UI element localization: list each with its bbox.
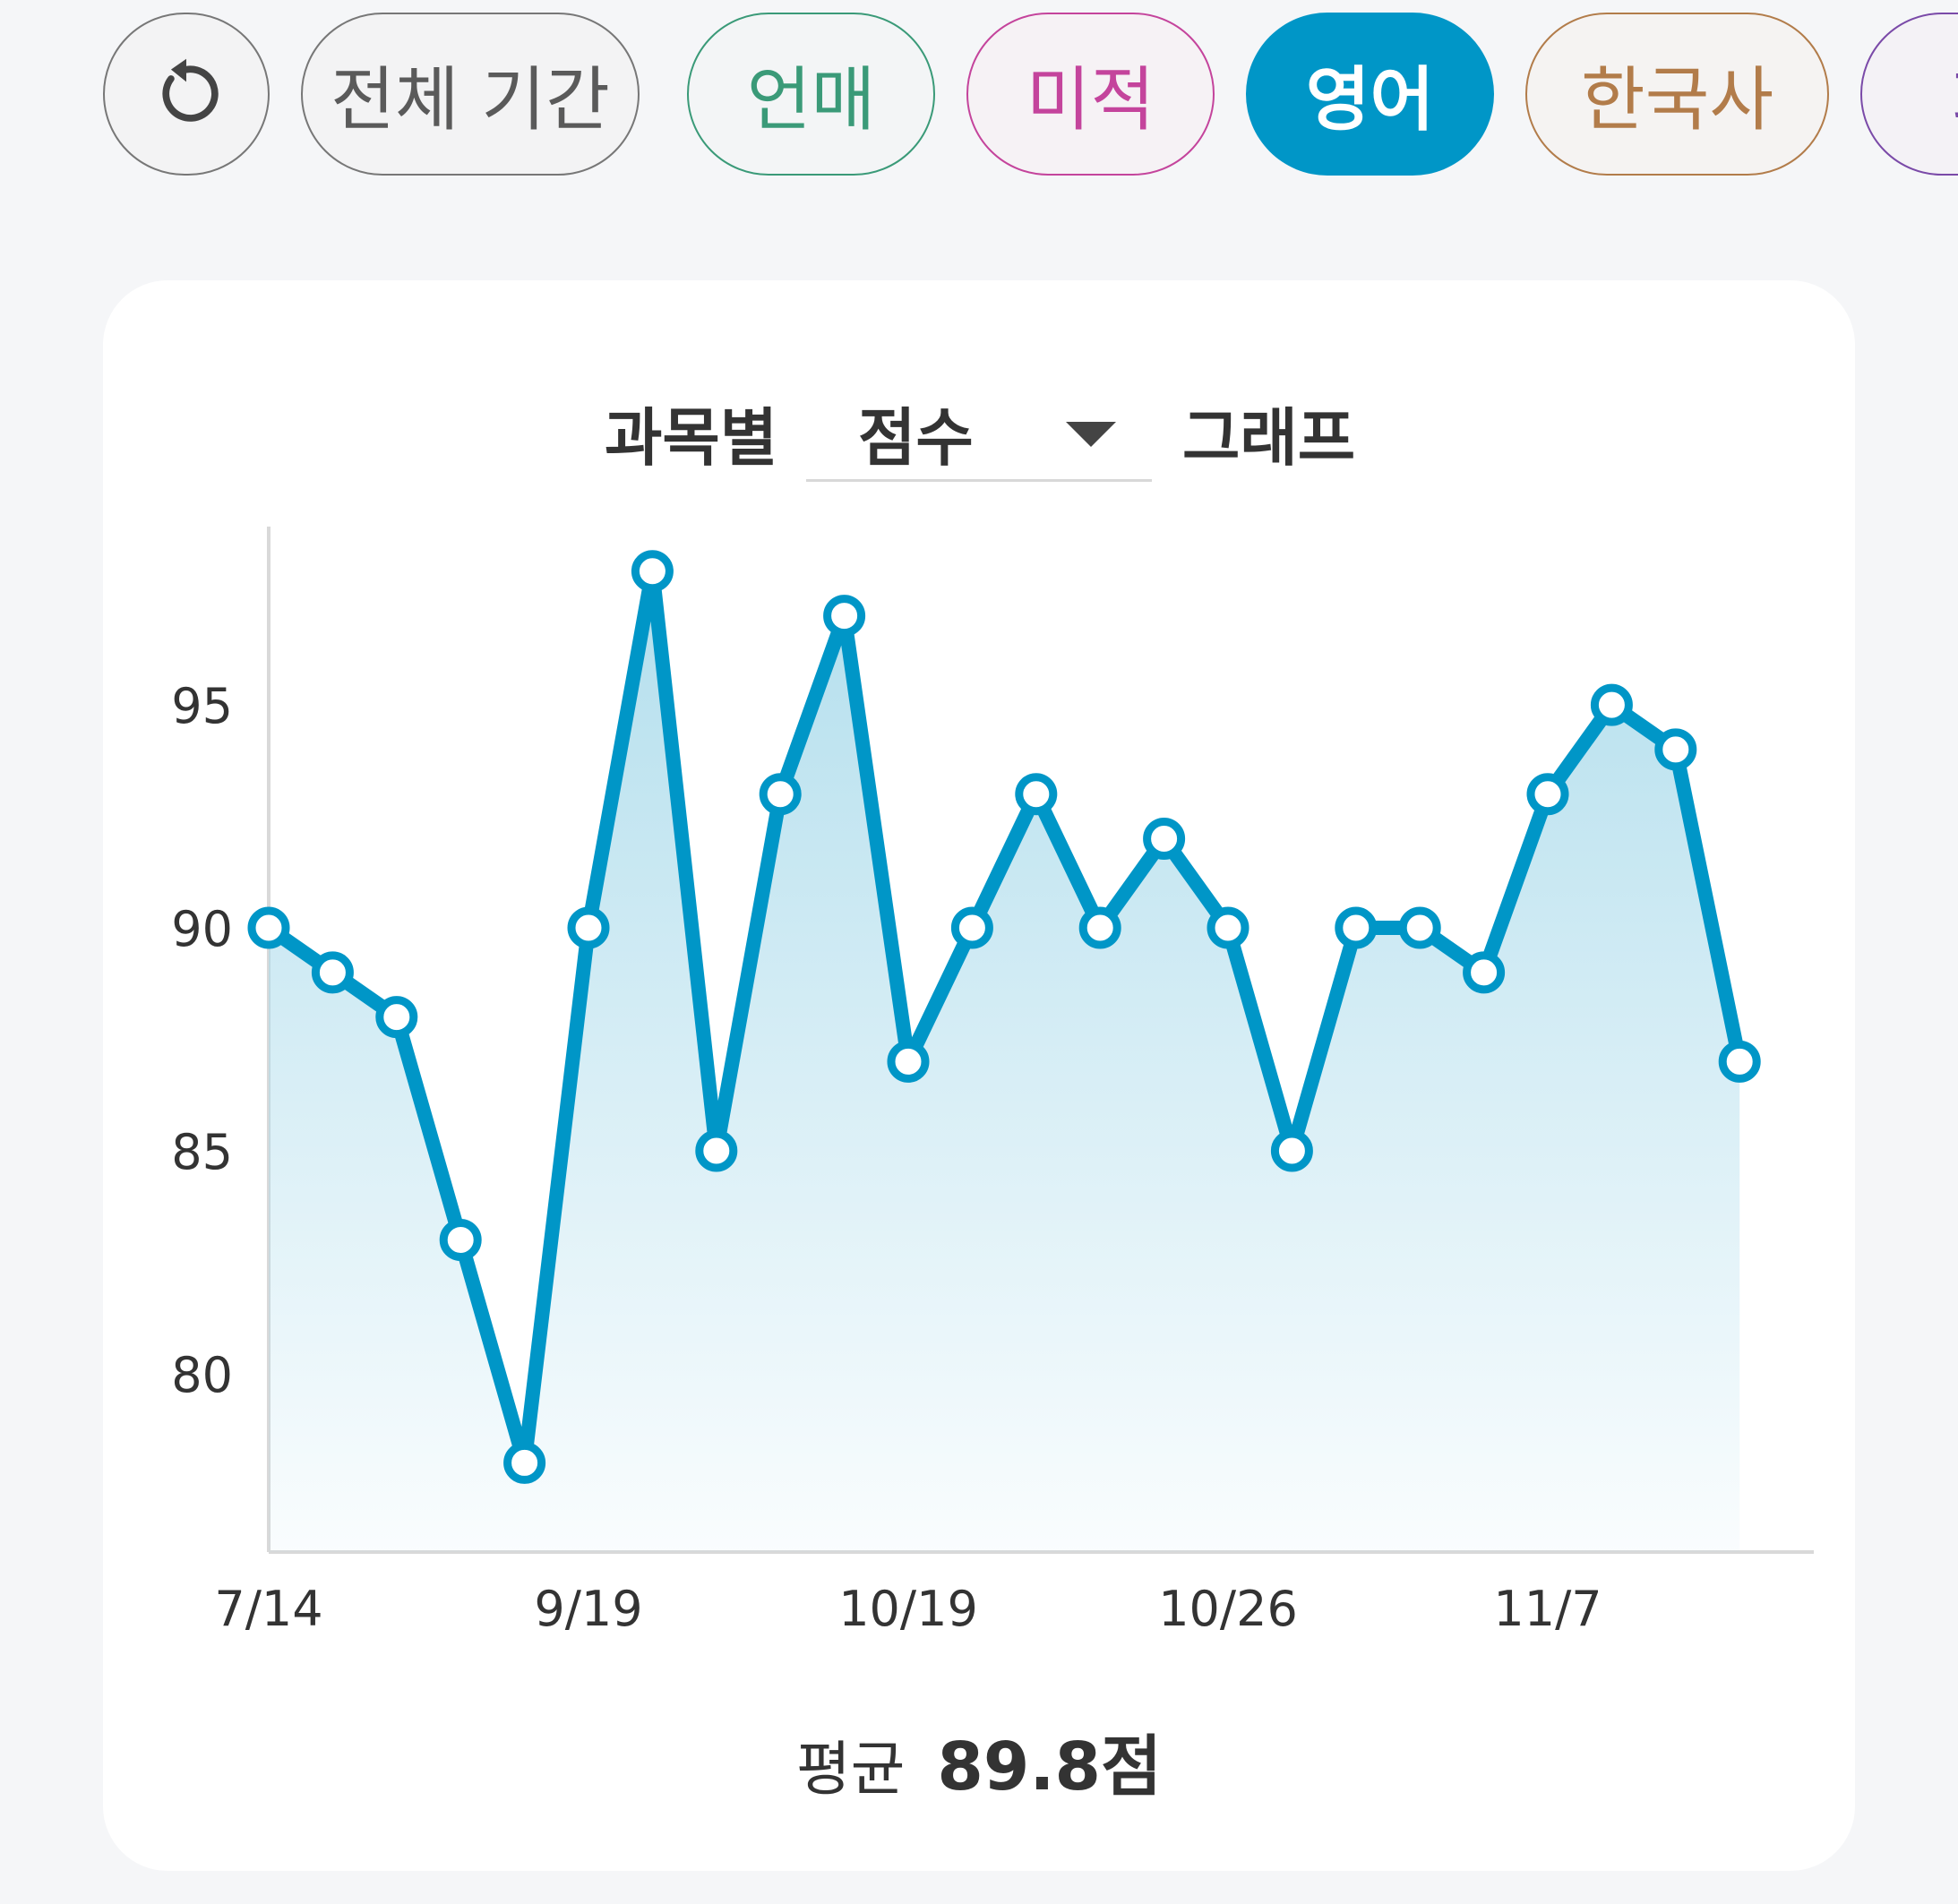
x-tick-label: 11/7 xyxy=(1493,1581,1602,1637)
data-point xyxy=(247,906,290,949)
average-score: 평균 89.8점 xyxy=(103,1713,1855,1809)
x-tick-label: 10/19 xyxy=(838,1581,978,1637)
x-tick-label: 9/19 xyxy=(534,1581,642,1637)
metric-dropdown-value: 점수 xyxy=(858,401,974,475)
subject-chip-0[interactable]: 전체 기간 xyxy=(301,13,640,176)
data-point xyxy=(1078,906,1121,949)
data-point xyxy=(375,996,418,1039)
caret-down-icon xyxy=(1066,422,1116,447)
y-tick-label: 90 xyxy=(171,901,233,957)
data-point xyxy=(950,906,993,949)
data-point xyxy=(1143,817,1186,860)
y-tick-label: 80 xyxy=(171,1347,233,1403)
data-point xyxy=(887,1040,930,1083)
data-point xyxy=(1398,906,1441,949)
y-tick-label: 95 xyxy=(171,678,233,734)
data-point xyxy=(503,1441,546,1484)
average-value: 89.8점 xyxy=(937,1728,1163,1805)
data-point xyxy=(1270,1129,1313,1172)
chart-title-prefix: 과목별 xyxy=(605,401,778,475)
data-point xyxy=(1718,1040,1761,1083)
x-tick-label: 10/26 xyxy=(1158,1581,1298,1637)
data-point xyxy=(823,595,866,638)
chart-title: 과목별 점수 그래프 xyxy=(103,379,1855,495)
data-point xyxy=(1526,773,1569,816)
y-tick-label: 85 xyxy=(171,1124,233,1180)
reset-icon xyxy=(162,58,219,122)
chart-title-suffix: 그래프 xyxy=(1182,401,1356,475)
data-point xyxy=(1654,728,1697,771)
data-point xyxy=(1335,906,1378,949)
data-point xyxy=(1015,773,1058,816)
score-line-chart: 80 85 90 95 7/14 9/19 10/19 10/26 11/7 xyxy=(171,527,1814,1637)
reset-filter-button[interactable] xyxy=(103,13,270,176)
data-point xyxy=(439,1219,482,1262)
subject-chip-1[interactable]: 언매 xyxy=(687,13,935,176)
score-line xyxy=(262,563,1748,1471)
subject-chip-4[interactable]: 한국사 xyxy=(1525,13,1829,176)
data-point xyxy=(311,951,354,994)
x-tick-label: 7/14 xyxy=(214,1581,322,1637)
subject-filter-bar: 전체 기간 언매미적영어한국사화 xyxy=(0,0,1958,206)
data-point xyxy=(567,906,610,949)
data-point xyxy=(1590,683,1633,726)
metric-dropdown[interactable]: 점수 xyxy=(806,379,1152,482)
data-point xyxy=(695,1129,738,1172)
data-point xyxy=(1207,906,1250,949)
subject-chip-2[interactable]: 미적 xyxy=(966,13,1215,176)
score-chart-card: 과목별 점수 그래프 80 85 90 95 7/14 9/19 10/19 10/26 11/… xyxy=(103,280,1855,1871)
subject-chip-3[interactable]: 영어 xyxy=(1246,13,1494,176)
data-point xyxy=(1463,951,1506,994)
score-area-fill xyxy=(269,570,1740,1552)
data-point xyxy=(759,773,802,816)
subject-chip-5[interactable]: 화 xyxy=(1860,13,1958,176)
data-point xyxy=(631,550,674,593)
average-label: 평균 xyxy=(795,1735,906,1804)
